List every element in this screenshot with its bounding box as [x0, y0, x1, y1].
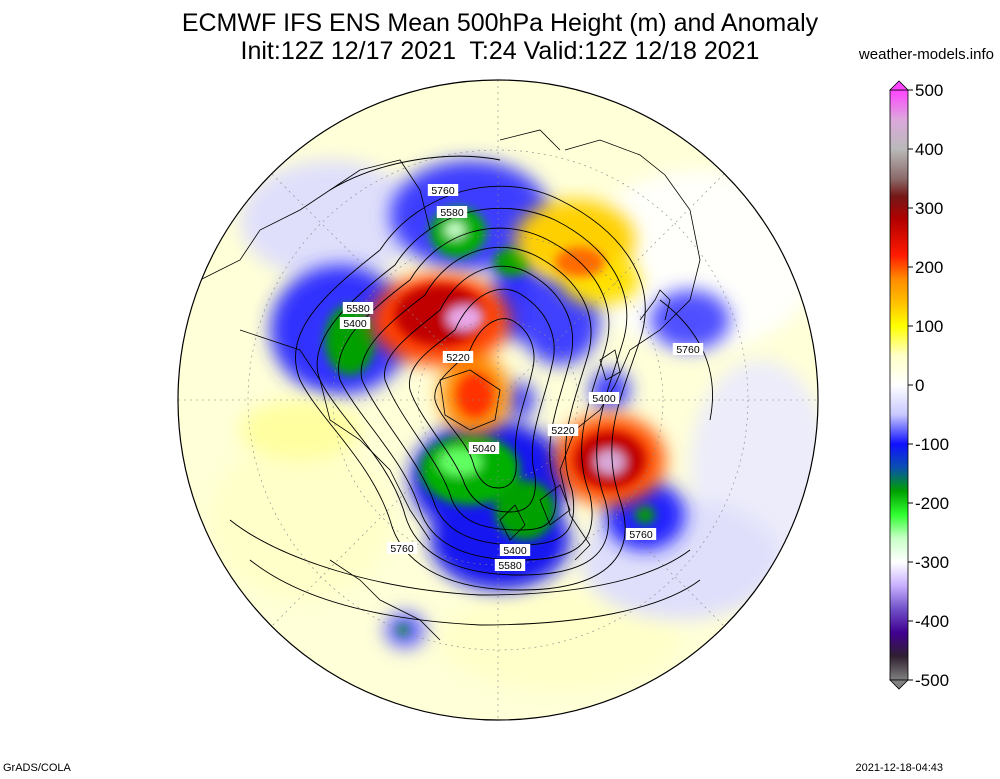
svg-text:5580: 5580 — [440, 207, 464, 219]
colorbar-bottom-arrow — [889, 679, 909, 690]
contour-label: 5580 — [342, 302, 374, 315]
contour-label: 5580 — [436, 206, 468, 219]
colorbar-tick-label: 300 — [915, 199, 943, 218]
colorbar-tick-label: -200 — [915, 494, 949, 513]
contour-label: 5220 — [547, 424, 579, 437]
colorbar-tick-label: 400 — [915, 140, 943, 159]
contour-label: 5400 — [499, 544, 531, 557]
contour-label: 5760 — [672, 343, 704, 356]
contour-label: 5040 — [468, 442, 500, 455]
contour-label: 5220 — [442, 351, 474, 364]
svg-text:5400: 5400 — [592, 393, 616, 405]
svg-text:5760: 5760 — [629, 529, 653, 541]
contour-labels: 5760 5580 5580 5400 5220 5040 5400 5580 5760 5760… — [339, 184, 704, 572]
svg-text:5400: 5400 — [343, 318, 367, 330]
source-credit: weather-models.info — [858, 46, 994, 63]
colorbar-bar — [889, 89, 909, 681]
svg-text:5760: 5760 — [390, 543, 414, 555]
title-line-1: ECMWF IFS ENS Mean 500hPa Height (m) and… — [181, 9, 819, 37]
contour-label: 5400 — [588, 392, 620, 405]
footer-software: GrADS/COLA — [3, 762, 71, 774]
svg-text:5760: 5760 — [431, 185, 455, 197]
colorbar-tick-label: 0 — [915, 376, 924, 395]
svg-text:5400: 5400 — [503, 545, 527, 557]
contour-label: 5760 — [386, 542, 418, 555]
contour-label: 5400 — [339, 317, 371, 330]
map-border — [177, 79, 819, 721]
colorbar-tick-label: -500 — [915, 671, 949, 690]
svg-text:5040: 5040 — [472, 443, 496, 455]
colorbar-tick-label: -400 — [915, 612, 949, 631]
title-line-2: Init:12Z 12/17 2021 T:24 Valid:12Z 12/18… — [240, 37, 760, 65]
svg-text:5760: 5760 — [676, 344, 700, 356]
colorbar-tick-label: 100 — [915, 317, 943, 336]
colorbar-top-arrow — [889, 80, 909, 91]
colorbar-tick-label: 200 — [915, 258, 943, 277]
svg-text:5220: 5220 — [446, 352, 470, 364]
colorbar-tick-label: 500 — [915, 81, 943, 100]
svg-text:5580: 5580 — [498, 560, 522, 572]
svg-text:5580: 5580 — [346, 303, 370, 315]
height-contours — [229, 155, 713, 626]
colorbar-tick-label: -300 — [915, 553, 949, 572]
footer-timestamp: 2021-12-18-04:43 — [855, 762, 943, 774]
contour-label: 5580 — [494, 559, 526, 572]
colorbar-tick-label: -100 — [915, 435, 949, 454]
contour-label: 5760 — [427, 184, 459, 197]
contour-label: 5760 — [625, 528, 657, 541]
colorbar: 500 400 300 200 100 0 -100 -200 -300 -400 -500 — [889, 80, 949, 690]
svg-text:5220: 5220 — [551, 425, 575, 437]
